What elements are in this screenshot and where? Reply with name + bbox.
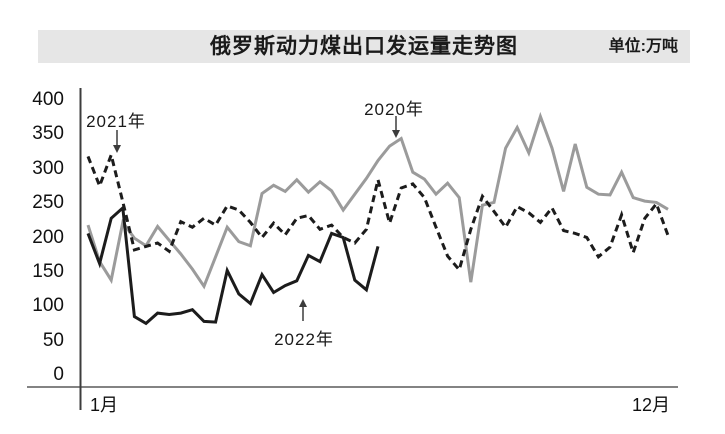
annotation-arrow-2022 [299,299,307,321]
y-tick-label: 50 [42,329,64,351]
y-tick-label: 350 [32,123,64,145]
title-band: 俄罗斯动力煤出口发运量走势图 单位:万吨 [38,30,690,63]
y-tick-label: 400 [32,89,64,110]
series-group [86,111,670,326]
series-line-2022 [86,204,380,326]
unit-label: 单位:万吨 [608,38,678,55]
annotation-2020: 2020年 [364,100,424,119]
y-tick-label: 0 [53,364,64,385]
x-label-jan: 1月 [90,395,119,415]
annotation-2022: 2022年 [274,330,334,349]
y-tick-label: 100 [32,295,64,317]
y-tick-label: 250 [32,192,64,214]
series-line-2021 [86,149,670,273]
chart-title: 俄罗斯动力煤出口发运量走势图 [210,35,518,58]
annotation-arrow-2020 [392,116,400,138]
series-line-2020 [86,111,669,290]
y-tick-label: 200 [32,226,64,248]
annotation-2021: 2021年 [86,112,146,131]
annotation-arrow-2021 [113,130,121,153]
x-label-dec: 12月 [632,395,671,415]
y-tick-label: 150 [32,260,64,282]
y-tick-label: 300 [32,157,64,179]
